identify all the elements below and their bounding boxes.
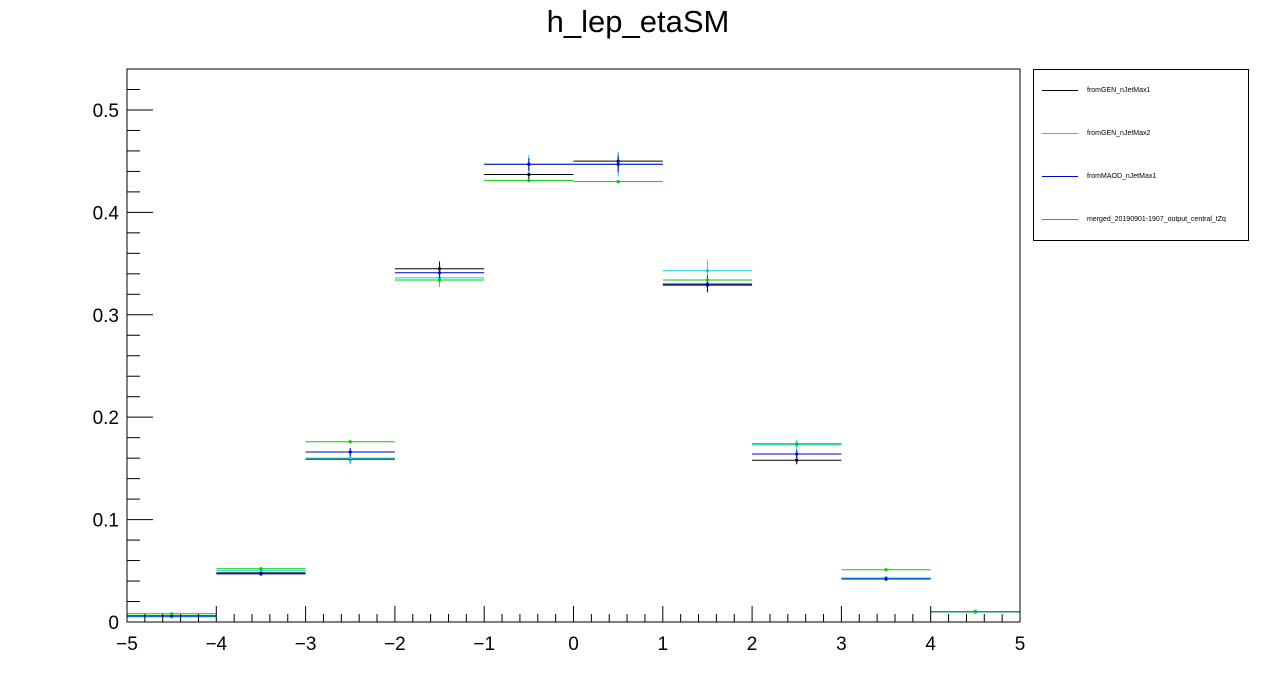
chart-title: h_lep_etaSM bbox=[546, 4, 730, 39]
data-point bbox=[437, 271, 442, 275]
data-point bbox=[348, 450, 352, 454]
legend-line-swatch bbox=[1042, 176, 1078, 177]
y-tick-label: 0 bbox=[108, 613, 119, 634]
data-point bbox=[884, 577, 888, 581]
y-tick-label: 0.3 bbox=[93, 306, 119, 327]
data-point bbox=[884, 568, 888, 572]
data-point bbox=[259, 567, 263, 571]
legend-line-swatch bbox=[1042, 133, 1078, 134]
data-point bbox=[705, 278, 710, 282]
data-point bbox=[795, 442, 799, 446]
legend-entry: fromMAOD_nJetMax1 bbox=[1034, 171, 1248, 183]
series-2 bbox=[127, 151, 1020, 619]
data-point bbox=[259, 572, 263, 576]
x-tick-label: −3 bbox=[295, 634, 317, 655]
legend-entry: merged_20190901-1907_output_central_tZq bbox=[1034, 214, 1248, 226]
x-tick-label: 2 bbox=[747, 634, 758, 655]
data-point bbox=[795, 452, 799, 456]
data-point bbox=[527, 162, 531, 166]
x-tick-label: −4 bbox=[205, 634, 227, 655]
legend-entry: fromGEN_nJetMax2 bbox=[1034, 128, 1248, 140]
series-1 bbox=[127, 153, 1020, 618]
series-layer bbox=[127, 151, 1020, 619]
x-tick-label: 4 bbox=[925, 634, 936, 655]
data-point bbox=[705, 269, 710, 273]
data-point bbox=[795, 458, 799, 462]
legend: fromGEN_nJetMax1 fromGEN_nJetMax2 fromMAOD… bbox=[1033, 69, 1249, 241]
data-point bbox=[973, 610, 977, 614]
legend-label: fromGEN_nJetMax2 bbox=[1087, 130, 1151, 137]
x-tick-label: −1 bbox=[473, 634, 495, 655]
data-point bbox=[348, 456, 352, 460]
legend-entry: fromGEN_nJetMax1 bbox=[1034, 85, 1248, 97]
data-point bbox=[616, 162, 620, 166]
legend-line-swatch bbox=[1042, 219, 1078, 220]
y-tick-label: 0.5 bbox=[93, 101, 119, 122]
data-point bbox=[170, 612, 174, 616]
x-tick-label: −2 bbox=[384, 634, 406, 655]
data-point bbox=[437, 278, 442, 282]
data-point bbox=[705, 282, 710, 286]
data-point bbox=[527, 172, 531, 177]
plot-frame bbox=[126, 68, 1021, 623]
x-tick-label: 3 bbox=[836, 634, 847, 655]
data-point bbox=[348, 440, 352, 444]
y-tick-label: 0.4 bbox=[93, 203, 120, 224]
legend-label: fromMAOD_nJetMax1 bbox=[1087, 173, 1157, 180]
y-tick-label: 0.2 bbox=[93, 408, 119, 429]
series-3 bbox=[127, 156, 1020, 618]
data-point bbox=[616, 180, 620, 184]
series-4 bbox=[127, 179, 1020, 616]
x-tick-label: 0 bbox=[568, 634, 579, 655]
y-tick-label: 0.1 bbox=[93, 511, 119, 532]
x-tick-label: 1 bbox=[658, 634, 669, 655]
data-point bbox=[527, 179, 531, 183]
axis-layer: −5 −4 −3 −2 −1 0 1 2 3 4 5 0 0.1 0.2 0.3 0.4 0.5 bbox=[93, 68, 1026, 655]
legend-label: fromGEN_nJetMax1 bbox=[1087, 87, 1151, 94]
x-tick-label: −5 bbox=[116, 634, 138, 655]
legend-label: merged_20190901-1907_output_central_tZq bbox=[1087, 216, 1226, 223]
x-tick-label: 5 bbox=[1015, 634, 1026, 655]
legend-line-swatch bbox=[1042, 90, 1078, 91]
